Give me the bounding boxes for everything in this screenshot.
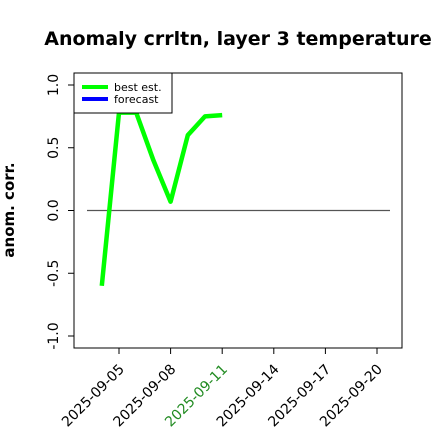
chart-title: Anomaly crrltn, layer 3 temperature <box>44 28 432 50</box>
y-tick-label: 0.0 <box>46 199 62 221</box>
y-axis-label: anom. corr. <box>0 162 18 257</box>
plot-area: 1.00.50.0-0.5-1.02025-09-052025-09-08202… <box>46 72 403 430</box>
y-tick-label: -1.0 <box>46 322 62 349</box>
legend-label: forecast <box>114 93 159 106</box>
series-line <box>99 110 223 287</box>
y-tick-label: 1.0 <box>46 74 62 96</box>
legend-label: best est. <box>114 81 162 94</box>
legend-box <box>73 72 173 114</box>
y-tick-label: 0.5 <box>46 137 62 159</box>
y-tick-label: -0.5 <box>46 260 62 287</box>
